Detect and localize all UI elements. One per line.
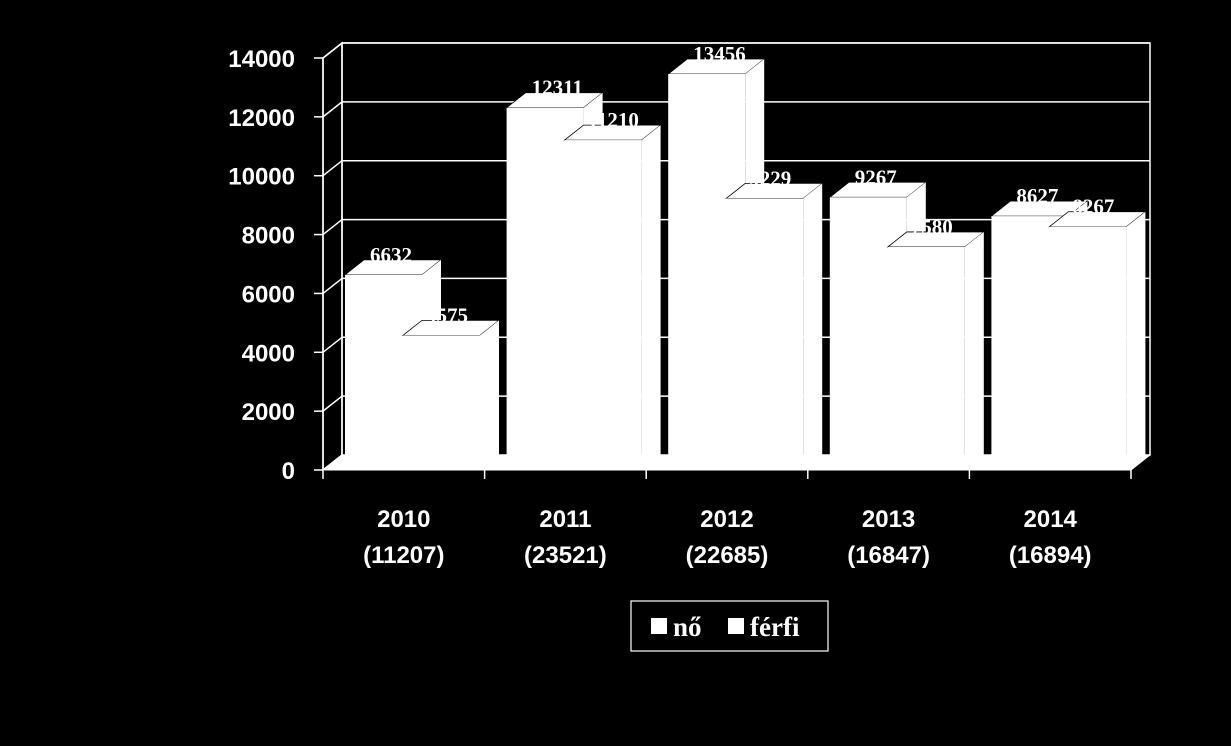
y-tick-label: 4000 xyxy=(242,340,295,367)
bars xyxy=(343,58,1147,471)
x-category-label: 2010 (11207) xyxy=(363,506,444,569)
legend-swatch xyxy=(728,618,744,634)
bar-férfi xyxy=(563,124,662,470)
bar-side-face xyxy=(964,231,984,470)
data-label: 6632 xyxy=(370,243,412,267)
data-label: 8267 xyxy=(1072,195,1114,219)
data-label: 7580 xyxy=(911,215,953,239)
gridline-side xyxy=(322,336,343,353)
legend: nő férfi xyxy=(630,600,829,652)
y-tick-labels: 0 2000 4000 6000 8000 10000 12000 14000 xyxy=(228,46,295,485)
gridline-side xyxy=(322,101,343,118)
legend-swatch xyxy=(651,618,667,634)
gridline-side xyxy=(322,395,343,412)
data-label: 9267 xyxy=(855,165,897,189)
bar-férfi xyxy=(401,319,501,470)
y-tick-label: 6000 xyxy=(242,281,295,308)
x-category-label: 2012 (22685) xyxy=(686,506,769,569)
bar-front-face xyxy=(403,335,480,456)
bar-férfi xyxy=(886,231,985,470)
y-tick-label: 2000 xyxy=(242,399,295,426)
legend-label: nő xyxy=(673,612,702,642)
data-label: 4575 xyxy=(426,303,468,327)
bar-side-face xyxy=(803,183,823,470)
bar-side-face xyxy=(480,320,499,470)
bar-side-face xyxy=(1126,211,1146,471)
x-category-labels: 2010 (11207) 2011 (23521) 2012 (22685) 2013 (16… xyxy=(363,506,1091,569)
x-category-label: 2011 (23521) xyxy=(524,506,607,569)
x-category-label: 2014 (16894) xyxy=(1009,506,1092,569)
bar-front-face xyxy=(726,198,804,456)
y-tick-label: 8000 xyxy=(242,223,295,250)
data-label: 9229 xyxy=(749,166,791,190)
gridline-side xyxy=(322,42,343,59)
data-label: 8627 xyxy=(1016,184,1058,208)
gridline-side xyxy=(322,218,343,236)
data-label: 13456 xyxy=(693,42,746,66)
axes xyxy=(314,57,1132,479)
y-tick-label: 0 xyxy=(282,458,295,485)
gridline-side xyxy=(322,277,343,295)
gridline-side xyxy=(322,160,343,177)
legend-box xyxy=(630,600,829,652)
bar-front-face xyxy=(1049,226,1127,456)
x-category-label: 2013 (16847) xyxy=(847,506,930,569)
y-tick-label: 12000 xyxy=(228,105,295,132)
y-tick-label: 10000 xyxy=(228,164,295,191)
bar-side-face xyxy=(641,125,661,470)
bar-férfi xyxy=(725,183,824,470)
floor xyxy=(321,454,1152,471)
y-tick-label: 14000 xyxy=(228,46,295,73)
data-label: 12311 xyxy=(532,76,583,100)
side-wall xyxy=(322,41,343,472)
bar-férfi xyxy=(1048,211,1147,471)
data-label: 11210 xyxy=(588,108,639,132)
legend-label: férfi xyxy=(750,612,800,642)
bar-front-face xyxy=(564,140,642,456)
bar-front-face xyxy=(887,246,965,456)
